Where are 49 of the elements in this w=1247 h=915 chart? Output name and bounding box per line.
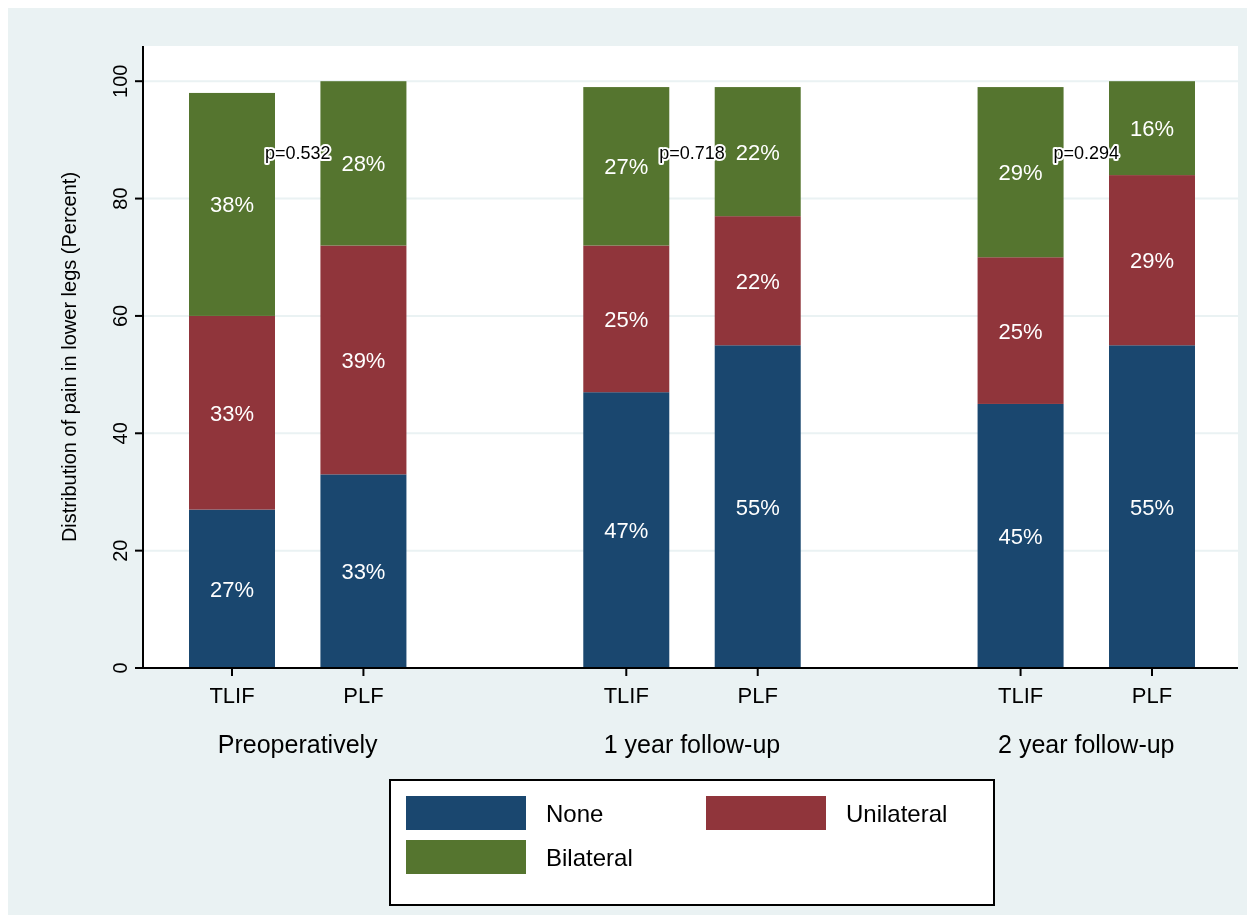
bar xyxy=(583,392,670,668)
data-label: 28% xyxy=(341,151,386,177)
data-label: 55% xyxy=(1129,494,1175,520)
bar xyxy=(320,245,407,475)
data-label: 25% xyxy=(604,306,649,332)
x-tick-label: PLF xyxy=(343,683,384,708)
text: 2 year follow-up xyxy=(998,730,1175,758)
bar xyxy=(583,245,670,393)
data-label: 33% xyxy=(341,559,386,585)
bar xyxy=(977,403,1064,668)
data-label: 29% xyxy=(998,160,1043,186)
data-label: 55% xyxy=(735,494,780,520)
data-label: 29% xyxy=(1129,248,1175,274)
y-tick-label: 40 xyxy=(109,422,131,445)
bar xyxy=(1109,345,1195,668)
bar xyxy=(189,509,275,668)
x-tick-label: TLIF xyxy=(603,683,649,708)
x-tick-label: PLF xyxy=(1131,683,1173,708)
bar xyxy=(189,315,275,510)
x-tick-label: TLIF xyxy=(997,683,1044,708)
data-label: 39% xyxy=(341,347,386,373)
data-label: 22% xyxy=(735,139,780,165)
y-tick-label: 80 xyxy=(109,187,131,210)
y-tick-label: 0 xyxy=(109,662,131,674)
y-tick-label: 100 xyxy=(109,64,131,98)
data-label: 16% xyxy=(1129,116,1175,142)
legend-label: Unilateral xyxy=(846,800,948,827)
y-axis-title: Distribution of pain in lower legs (Percent) xyxy=(58,171,80,543)
text: Preoperatively xyxy=(217,730,379,758)
data-label: 38% xyxy=(209,192,255,218)
legend-label: Bilateral xyxy=(546,844,633,871)
bar xyxy=(1109,175,1195,346)
data-label: 45% xyxy=(998,523,1043,549)
legend-label: None xyxy=(546,800,604,827)
data-label: 47% xyxy=(604,518,649,544)
data-label: 27% xyxy=(209,576,255,602)
data-label: 22% xyxy=(735,268,780,294)
x-tick-label: TLIF xyxy=(209,683,255,708)
x-tick-label: PLF xyxy=(737,683,778,708)
bar xyxy=(714,345,801,668)
text: 1 year follow-up xyxy=(603,730,781,758)
bar xyxy=(320,474,407,668)
data-label: 33% xyxy=(209,400,255,426)
data-label: 27% xyxy=(604,154,649,180)
y-tick-label: 20 xyxy=(109,539,131,562)
y-tick-label: 60 xyxy=(109,304,131,328)
bar xyxy=(977,257,1064,404)
bar xyxy=(714,216,801,346)
data-label: 25% xyxy=(998,318,1043,344)
